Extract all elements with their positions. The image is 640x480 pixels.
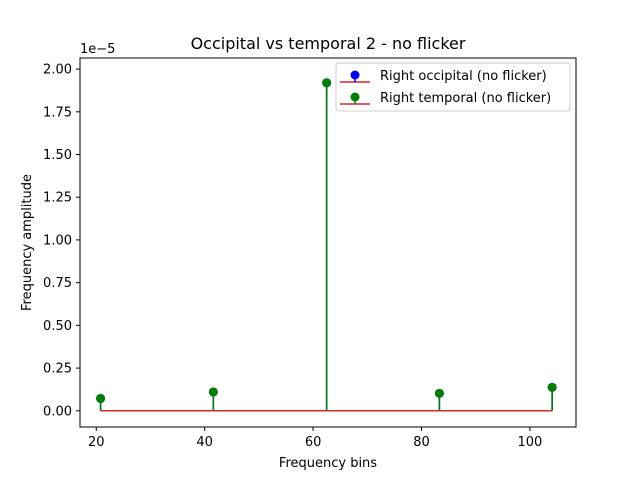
x-tick-label: 60: [305, 435, 322, 450]
y-tick-label: 0.50: [43, 319, 72, 334]
stem-marker: [547, 382, 557, 392]
y-axis-ticks: 0.00 0.25 0.50 0.75 1.00 1.25 1.50 1.75 2.00: [43, 63, 80, 419]
stem-marker: [96, 393, 106, 403]
y-tick-label: 0.25: [43, 362, 72, 377]
x-axis-ticks: 20 40 60 80 100: [88, 427, 542, 450]
y-tick-label: 1.50: [43, 148, 72, 163]
plot-marks: [96, 78, 557, 412]
x-axis-label: Frequency bins: [279, 456, 377, 471]
legend-box: [335, 62, 571, 112]
stem-marker: [434, 388, 444, 398]
y-tick-label: 1.00: [43, 233, 72, 248]
legend-marker-swatch: [350, 92, 360, 102]
y-axis-offset-label: 1e−5: [80, 42, 115, 57]
y-tick-label: 1.75: [43, 105, 72, 120]
x-tick-label: 20: [88, 435, 105, 450]
plot-frame: [79, 57, 577, 428]
y-tick-label: 0.75: [43, 276, 72, 291]
stem-marker: [208, 387, 218, 397]
legend-marker-swatch: [350, 70, 360, 80]
stem-marker: [322, 78, 332, 88]
y-tick-label: 1.25: [43, 191, 72, 206]
legend-entry-label: Right temporal (no flicker): [380, 91, 551, 106]
x-tick-label: 100: [518, 435, 543, 450]
x-tick-label: 80: [413, 435, 430, 450]
legend: Right occipital (no flicker) Right tempor…: [335, 62, 571, 112]
y-tick-label: 2.00: [43, 63, 72, 78]
x-tick-label: 40: [196, 435, 213, 450]
chart-title: Occipital vs temporal 2 - no flicker: [191, 34, 466, 53]
y-axis-label: Frequency amplitude: [20, 174, 35, 311]
y-tick-label: 0.00: [43, 404, 72, 419]
legend-entry-label: Right occipital (no flicker): [380, 69, 547, 84]
